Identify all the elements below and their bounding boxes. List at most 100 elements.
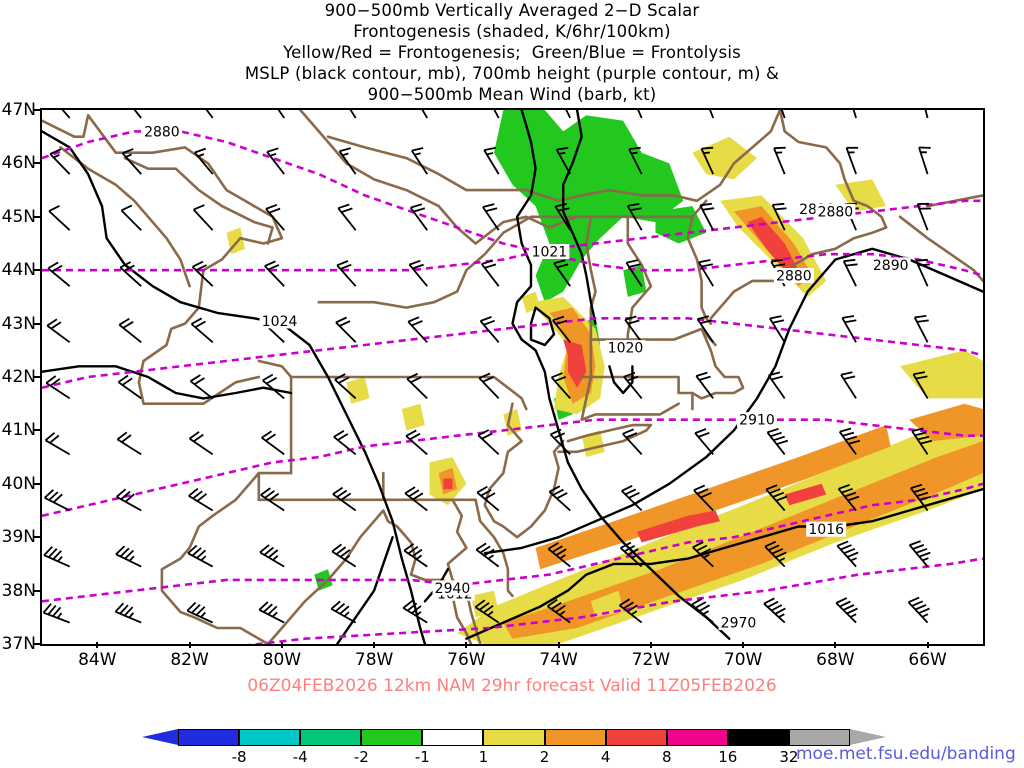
wind-barb (767, 371, 786, 399)
wind-barb (479, 316, 500, 343)
colorbar-tick-label: 32 (779, 748, 799, 766)
wind-barb (916, 202, 932, 231)
map-plot-area[interactable]: 1024102010161021101228802890288028802910… (40, 108, 985, 646)
height-contours (42, 130, 983, 644)
wind-barb (766, 427, 789, 455)
wind-barb (910, 483, 932, 512)
height-contour-label: 2970 (718, 615, 759, 632)
wind-barb (841, 315, 857, 343)
border-line (42, 114, 284, 384)
border-line (266, 509, 473, 644)
wind-barb (474, 599, 500, 624)
latitude-tick-label: 47N (1, 100, 36, 120)
wind-barb (694, 428, 714, 455)
longitude-tick-mark (742, 642, 745, 648)
frontogenesis-region (563, 339, 587, 388)
height-contour-line (42, 130, 983, 277)
latitude-axis: 47N 46N 45N 44N 43N 42N 41N 40N 39N 38N 37N (0, 100, 40, 654)
wind-barb (553, 259, 571, 287)
wind-barb (845, 146, 859, 175)
wind-barb (336, 260, 357, 287)
frontogenesis-region (747, 216, 799, 276)
border-line (326, 110, 782, 203)
mslp-contour-line (562, 110, 597, 325)
latitude-tick-label: 45N (1, 206, 36, 227)
wind-barb (852, 110, 857, 119)
colorbar-segment[interactable] (239, 729, 301, 746)
contour-labels: 1024102010161021101228802890288028802910… (141, 123, 911, 632)
longitude-tick-label: 72W (631, 650, 671, 670)
latitude-tick-label: 38N (1, 580, 36, 601)
mslp-contour-line (42, 130, 427, 644)
colorbar-segment[interactable] (605, 729, 667, 746)
wind-barb (911, 427, 933, 455)
border-line (626, 215, 653, 341)
latitude-tick-mark (34, 269, 40, 272)
wind-barb (187, 544, 214, 568)
wind-barb (411, 147, 428, 175)
longitude-axis: 84W 82W 80W 78W 76W 74W 72W 70W 68W 66W (40, 642, 985, 674)
colorbar-segment[interactable] (422, 729, 484, 746)
wind-barbs (42, 110, 933, 624)
wind-barb (405, 429, 428, 456)
longitude-tick-label: 66W (908, 650, 947, 670)
wind-barb (330, 600, 357, 624)
wind-barb (349, 110, 357, 119)
border-line (557, 423, 653, 454)
height-contour-line (42, 482, 983, 603)
svg-text:2910: 2910 (739, 413, 775, 429)
height-contour-label: 2880 (773, 268, 814, 285)
frontogenesis-region (692, 136, 757, 180)
colorbar-segment[interactable] (727, 729, 789, 746)
wind-barb (404, 486, 428, 512)
colorbar-tick-label: -8 (231, 748, 247, 766)
wind-barb (549, 428, 571, 456)
wind-barb (552, 315, 571, 343)
wind-barb (409, 203, 428, 231)
height-contour-label: 2940 (432, 580, 473, 597)
wind-barb (119, 261, 142, 287)
colorbar-segment[interactable] (300, 729, 362, 746)
wind-barb (924, 110, 929, 119)
colorbar[interactable]: -8 -4 -2 -1 1 2 4 8 16 32 (142, 729, 886, 766)
colorbar-segment[interactable] (788, 729, 850, 746)
colorbar-tick-label: 8 (661, 748, 672, 766)
wind-barb (265, 203, 285, 231)
colorbar-segment[interactable] (361, 729, 423, 746)
border-line (298, 110, 597, 245)
wind-barb (476, 485, 500, 512)
wind-barb (338, 147, 357, 175)
wind-barb (915, 258, 930, 287)
latitude-tick-label: 39N (1, 527, 36, 548)
colorbar-tick-label: -1 (414, 748, 430, 766)
svg-text:1020: 1020 (608, 341, 644, 357)
border-line (580, 375, 593, 422)
colorbar-segment[interactable] (483, 729, 545, 746)
border-line (686, 215, 713, 325)
colorbar-segment[interactable] (544, 729, 606, 746)
wind-barb (554, 203, 571, 231)
wind-barb (261, 430, 285, 456)
wind-barb (46, 318, 71, 344)
border-line (691, 327, 745, 400)
title-line-5: 900−500mb Mean Wind (barb, kt) (367, 85, 657, 104)
wind-barb (693, 484, 714, 512)
height-contour-line (42, 418, 983, 518)
wind-barb (475, 542, 500, 568)
svg-text:2940: 2940 (435, 581, 471, 597)
wind-barb (695, 371, 714, 399)
colorbar-segment[interactable] (666, 729, 728, 746)
latitude-tick-mark (34, 536, 40, 539)
wind-barb (194, 147, 214, 175)
colorbar-segment[interactable] (178, 729, 240, 746)
wind-barb (771, 202, 787, 231)
svg-text:2880: 2880 (776, 269, 812, 285)
wind-barb (188, 487, 214, 512)
wind-barb (402, 599, 428, 624)
wind-barb (626, 203, 643, 231)
mslp-contour-line (336, 536, 394, 644)
wind-barb (907, 596, 930, 624)
wind-barb (835, 597, 858, 624)
wind-barb (332, 486, 357, 512)
wind-barb (546, 598, 571, 624)
